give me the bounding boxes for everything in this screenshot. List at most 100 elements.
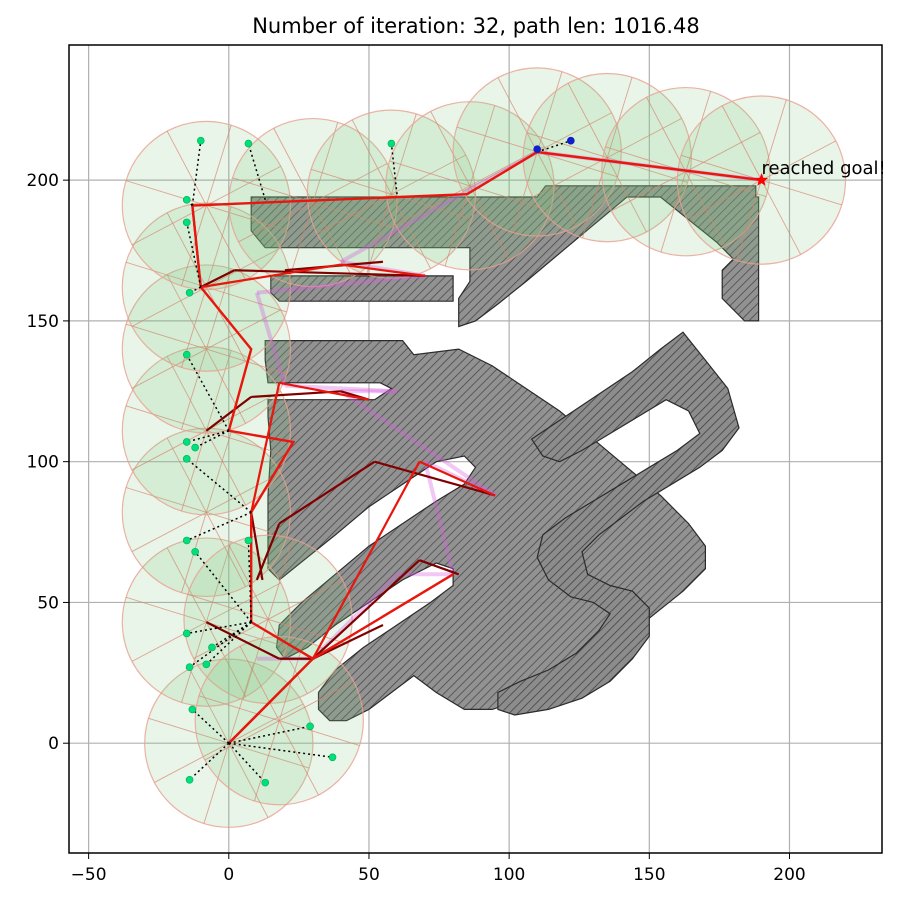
sensor-ray (166, 356, 207, 431)
sensor-ray (166, 437, 207, 513)
sensor-ray (312, 202, 394, 228)
sensor-ray (148, 717, 229, 744)
sensor-ray (125, 405, 207, 432)
visibility-ray (339, 389, 497, 498)
sample-link (194, 430, 230, 449)
sample-point (185, 776, 194, 784)
goal-marker (754, 173, 769, 186)
sensor-ray (131, 621, 207, 662)
sensor-ray (685, 171, 767, 197)
sensor-ray (312, 122, 339, 203)
sensor-ray (206, 165, 281, 206)
sensor-ray (605, 146, 686, 173)
sensor-ray (206, 247, 281, 288)
sample-point (185, 663, 194, 671)
sensor-ray (430, 111, 471, 186)
axis-ticks: −50 0 50 100 150 200 0 50 100 150 200 (27, 171, 806, 885)
sample-point (196, 136, 205, 145)
x-tick-label: 50 (358, 865, 380, 885)
sensor-ray (581, 157, 608, 239)
sensor-ray (205, 512, 247, 587)
sensor-ray (203, 743, 230, 824)
sample-point (188, 705, 197, 714)
sample-link (390, 143, 398, 195)
x-tick-label: 0 (223, 865, 234, 885)
sample-point (208, 643, 216, 652)
sensor-ray (761, 179, 802, 255)
sensor-ray (351, 119, 392, 195)
sensor-ray (166, 274, 207, 350)
sensor-ray (181, 348, 207, 430)
sensor-ray (761, 179, 842, 206)
sample-point (328, 753, 337, 762)
tree-edge (419, 559, 460, 576)
sample-point (387, 139, 396, 148)
sensor-ray (228, 662, 255, 744)
sensor-ray (267, 619, 308, 694)
x-tick-label: 200 (773, 865, 805, 885)
sensor-ray (242, 619, 269, 700)
sample-point (202, 660, 211, 669)
sensor-ray (205, 431, 232, 513)
path-line (191, 150, 762, 745)
final-path (191, 150, 762, 745)
sensor-ray (660, 171, 687, 253)
sensor-ray (206, 430, 287, 456)
sensor-ray (721, 105, 762, 181)
sensor-ray (444, 185, 471, 267)
sample-link (191, 140, 202, 206)
sensor-ray (390, 113, 417, 195)
sensor-ray (395, 185, 471, 226)
sensor-ray (205, 350, 232, 431)
path-branch (340, 263, 426, 277)
sensor-ray (253, 720, 280, 802)
sample-link (186, 222, 202, 288)
visibility-ray (256, 273, 426, 295)
path-branch (418, 460, 496, 497)
sample-point (182, 455, 191, 463)
sensor-ray (685, 132, 761, 173)
y-tick-label: 0 (48, 734, 59, 754)
sensor-ray (761, 140, 837, 181)
sensor-ray (205, 206, 232, 288)
sample-link (228, 725, 311, 744)
sample-link (186, 429, 229, 443)
sensor-ray (389, 160, 471, 187)
sensor-ray (181, 430, 207, 512)
sample-point (182, 218, 191, 227)
tree-edge (312, 559, 421, 660)
sample-point-blue (533, 145, 541, 153)
sensor-ray (279, 720, 360, 746)
sample-link (247, 540, 252, 623)
sample-link (191, 708, 230, 744)
sensor-ray (567, 83, 608, 158)
sensor-ray (154, 742, 230, 783)
sensor-ray (267, 618, 349, 645)
sensor-ray (125, 487, 207, 513)
sensor-ray (166, 130, 207, 206)
sensor-ray (761, 99, 787, 181)
sensor-ray (187, 594, 269, 620)
sensor-ray (685, 171, 726, 247)
sample-link (228, 742, 266, 784)
x-tick-label: 150 (633, 865, 665, 885)
sample-link (186, 621, 252, 635)
tree-edge (205, 396, 252, 432)
sensor-ray (181, 205, 207, 286)
sample-point (244, 139, 253, 148)
plot-frame (68, 44, 883, 854)
sensor-ray (206, 472, 281, 513)
sample-point (182, 438, 191, 446)
sensor-ray (239, 646, 280, 721)
sensor-ray (198, 695, 280, 722)
sensor-ray (131, 286, 207, 327)
sensor-ray (526, 132, 608, 159)
sensor-ray (206, 309, 281, 350)
sensor-ray (205, 124, 232, 206)
sample-point (182, 350, 191, 359)
tree-edge (278, 460, 376, 525)
sensor-ray (606, 157, 647, 233)
path-branch (279, 381, 370, 401)
y-tick-label: 50 (37, 593, 59, 613)
